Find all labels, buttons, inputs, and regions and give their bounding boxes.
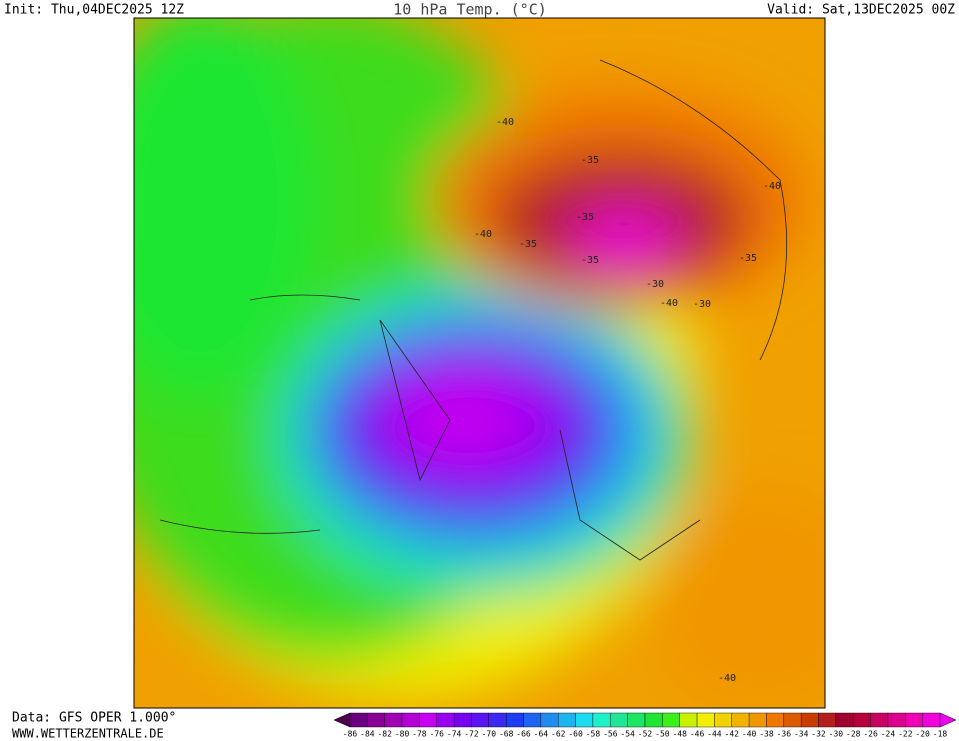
colorbar-swatch bbox=[471, 712, 490, 728]
colorbar-swatch bbox=[558, 712, 576, 728]
contour-label: -40 bbox=[496, 117, 514, 128]
contour-label: -35 bbox=[519, 239, 537, 250]
colorbar-swatch bbox=[401, 712, 420, 728]
colorbar-swatch bbox=[662, 712, 680, 728]
colorbar-swatch bbox=[384, 712, 403, 728]
colorbar-label: -76 bbox=[430, 730, 445, 739]
colorbar-arrow bbox=[939, 712, 957, 728]
colorbar-label: -66 bbox=[516, 730, 531, 739]
colorbar-label: -68 bbox=[499, 730, 514, 739]
colorbar-label: -54 bbox=[620, 730, 635, 739]
colorbar-swatch bbox=[800, 712, 819, 728]
colorbar-label: -58 bbox=[586, 730, 601, 739]
colorbar-swatch bbox=[748, 712, 767, 728]
colorbar-label: -46 bbox=[690, 730, 705, 739]
colorbar-swatch bbox=[818, 712, 837, 728]
colorbar-label: -86 bbox=[343, 730, 358, 739]
init-label: Init: Thu,04DEC2025 12Z bbox=[4, 3, 184, 18]
colorbar-label: -56 bbox=[603, 730, 618, 739]
colorbar-swatch bbox=[835, 712, 854, 728]
colorbar-swatch bbox=[696, 712, 715, 728]
colorbar-label: -38 bbox=[759, 730, 774, 739]
colorbar-swatch bbox=[505, 712, 524, 728]
colorbar-swatch bbox=[367, 712, 385, 728]
colorbar-arrow bbox=[333, 712, 351, 728]
colorbar-label: -82 bbox=[377, 730, 392, 739]
colorbar-label: -78 bbox=[412, 730, 427, 739]
colorbar-swatch bbox=[783, 712, 802, 728]
colorbar-label: -20 bbox=[915, 730, 930, 739]
colorbar-label: -28 bbox=[846, 730, 861, 739]
colorbar-swatch bbox=[627, 712, 646, 728]
valid-label: Valid: Sat,13DEC2025 00Z bbox=[767, 3, 955, 18]
colorbar-swatch bbox=[453, 712, 472, 728]
colorbar-swatch bbox=[766, 712, 785, 728]
data-source: Data: GFS OPER 1.000° bbox=[12, 711, 176, 726]
colorbar-label: -70 bbox=[482, 730, 497, 739]
colorbar-label: -40 bbox=[742, 730, 757, 739]
colorbar-label: -72 bbox=[464, 730, 479, 739]
map-title: 10 hPa Temp. (°C) bbox=[393, 1, 547, 19]
colorbar-swatch bbox=[922, 712, 941, 728]
colorbar-label: -36 bbox=[777, 730, 792, 739]
colorbar-swatch bbox=[488, 712, 507, 728]
colorbar-label: -30 bbox=[829, 730, 844, 739]
colorbar-swatch bbox=[349, 712, 368, 728]
colorbar-label: -34 bbox=[794, 730, 809, 739]
colorbar-label: -44 bbox=[707, 730, 722, 739]
contour-label: -35 bbox=[581, 155, 599, 166]
colorbar-swatch bbox=[905, 712, 923, 728]
colorbar-label: -42 bbox=[725, 730, 740, 739]
colorbar-label: -22 bbox=[898, 730, 913, 739]
colorbar-swatch bbox=[575, 712, 594, 728]
colorbar-swatch bbox=[644, 712, 663, 728]
contour-label: -30 bbox=[693, 299, 711, 310]
contour-label: -40 bbox=[474, 229, 492, 240]
colorbar-swatch bbox=[714, 712, 732, 728]
colorbar-label: -26 bbox=[863, 730, 878, 739]
colorbar-swatch bbox=[540, 712, 559, 728]
colorbar-swatch bbox=[592, 712, 611, 728]
colorbar-swatch bbox=[610, 712, 628, 728]
colorbar-label: -60 bbox=[568, 730, 583, 739]
contour-label: -40 bbox=[718, 673, 736, 684]
colorbar-swatch bbox=[679, 712, 698, 728]
colorbar-label: -62 bbox=[551, 730, 566, 739]
colorbar-label: -84 bbox=[360, 730, 375, 739]
contour-label: -30 bbox=[646, 279, 664, 290]
colorbar-swatch bbox=[887, 712, 906, 728]
contour-label: -40 bbox=[763, 181, 781, 192]
map bbox=[134, 18, 825, 708]
colorbar-swatch bbox=[436, 712, 455, 728]
colorbar-swatch bbox=[853, 712, 871, 728]
contour-label: -40 bbox=[660, 298, 678, 309]
map-frame bbox=[133, 17, 826, 709]
colorbar-swatch bbox=[731, 712, 750, 728]
colorbar-label: -80 bbox=[395, 730, 410, 739]
colorbar-label: -50 bbox=[655, 730, 670, 739]
contour-label: -35 bbox=[576, 212, 594, 223]
colorbar-label: -18 bbox=[933, 730, 948, 739]
contour-label: -35 bbox=[581, 255, 599, 266]
colorbar-label: -64 bbox=[534, 730, 549, 739]
website: WWW.WETTERZENTRALE.DE bbox=[12, 727, 164, 741]
contour-label: -35 bbox=[739, 253, 757, 264]
colorbar-label: -32 bbox=[811, 730, 826, 739]
colorbar-swatch bbox=[419, 712, 437, 728]
colorbar-label: -74 bbox=[447, 730, 462, 739]
colorbar-label: -24 bbox=[881, 730, 896, 739]
colorbar-label: -48 bbox=[672, 730, 687, 739]
colorbar-label: -52 bbox=[638, 730, 653, 739]
colorbar-swatch bbox=[523, 712, 542, 728]
colorbar-swatch bbox=[870, 712, 889, 728]
